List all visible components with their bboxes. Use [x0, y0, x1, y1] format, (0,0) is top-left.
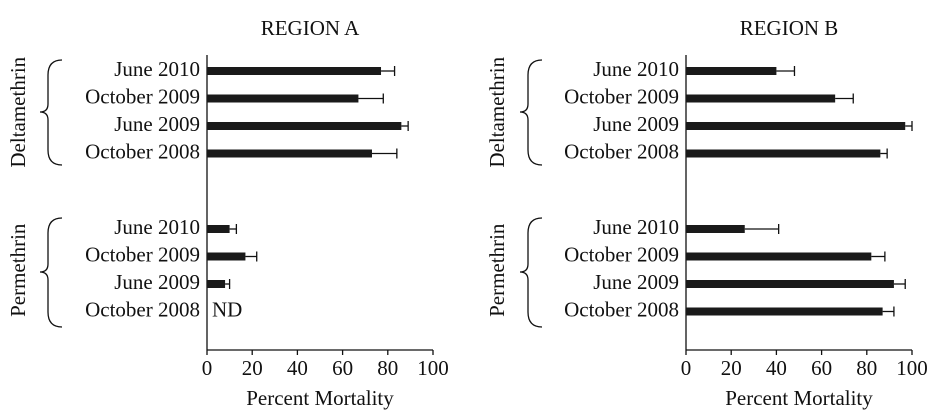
error-bar: [882, 306, 895, 317]
error-bar: [245, 251, 258, 262]
error-bar: [381, 66, 396, 76]
x-tick-label: 100: [417, 356, 449, 380]
error-bar: [371, 148, 398, 159]
bar: [207, 67, 382, 75]
x-tick-label: 20: [242, 356, 263, 380]
category-label: October 2009: [85, 84, 200, 108]
brace: [39, 217, 63, 328]
category-label: June 2010: [114, 215, 200, 239]
x-tick-label: 80: [856, 356, 877, 380]
category-label: June 2009: [114, 112, 200, 136]
group-label: Permethrin: [6, 223, 30, 317]
error-bar: [880, 148, 888, 159]
error-bar: [871, 251, 886, 262]
category-label: June 2010: [593, 57, 679, 81]
bar: [207, 122, 402, 130]
x-tick-label: 40: [287, 356, 308, 380]
category-label: June 2009: [114, 270, 200, 294]
error-bar: [776, 66, 796, 76]
chart-title: REGION B: [740, 16, 839, 40]
x-tick-label: 60: [332, 356, 353, 380]
brace: [39, 59, 63, 166]
category-label: October 2008: [85, 297, 200, 321]
group-label: Permethrin: [485, 223, 509, 317]
category-label: October 2009: [85, 242, 200, 266]
bar: [686, 225, 745, 233]
category-label: October 2009: [564, 242, 679, 266]
bar: [686, 122, 906, 130]
category-label: June 2010: [593, 215, 679, 239]
bar: [207, 94, 359, 103]
bar: [686, 67, 777, 75]
error-bar: [893, 279, 906, 289]
x-axis-label: Percent Mortality: [246, 386, 394, 410]
x-tick-label: 0: [681, 356, 692, 380]
x-tick-label: 40: [766, 356, 787, 380]
brace: [519, 217, 543, 328]
error-bar: [358, 93, 384, 104]
group-label: Deltamethrin: [485, 56, 509, 167]
group-label: Deltamethrin: [6, 56, 30, 167]
category-label: October 2008: [564, 139, 679, 163]
bar: [686, 307, 883, 316]
bar: [686, 94, 836, 103]
x-tick-label: 80: [377, 356, 398, 380]
category-label: June 2010: [114, 57, 200, 81]
bar: [207, 280, 226, 288]
x-tick-label: 60: [811, 356, 832, 380]
category-label: October 2008: [564, 297, 679, 321]
x-tick-label: 100: [896, 356, 928, 380]
bar: [686, 280, 894, 288]
bar: [686, 252, 872, 261]
category-label: June 2009: [593, 112, 679, 136]
bar: [207, 149, 372, 158]
bar: [686, 149, 881, 158]
value-label: ND: [212, 297, 242, 321]
x-axis-label: Percent Mortality: [725, 386, 873, 410]
error-bar: [401, 121, 409, 131]
chart-title: REGION A: [261, 16, 360, 40]
error-bar: [835, 93, 854, 104]
error-bar: [225, 279, 231, 289]
x-tick-label: 0: [202, 356, 213, 380]
error-bar: [229, 224, 238, 234]
category-label: June 2009: [593, 270, 679, 294]
category-label: October 2009: [564, 84, 679, 108]
brace: [519, 59, 543, 166]
error-bar: [905, 121, 913, 131]
bar: [207, 225, 230, 233]
error-bar: [744, 224, 780, 234]
category-label: October 2008: [85, 139, 200, 163]
x-tick-label: 20: [721, 356, 742, 380]
bar: [207, 252, 246, 261]
